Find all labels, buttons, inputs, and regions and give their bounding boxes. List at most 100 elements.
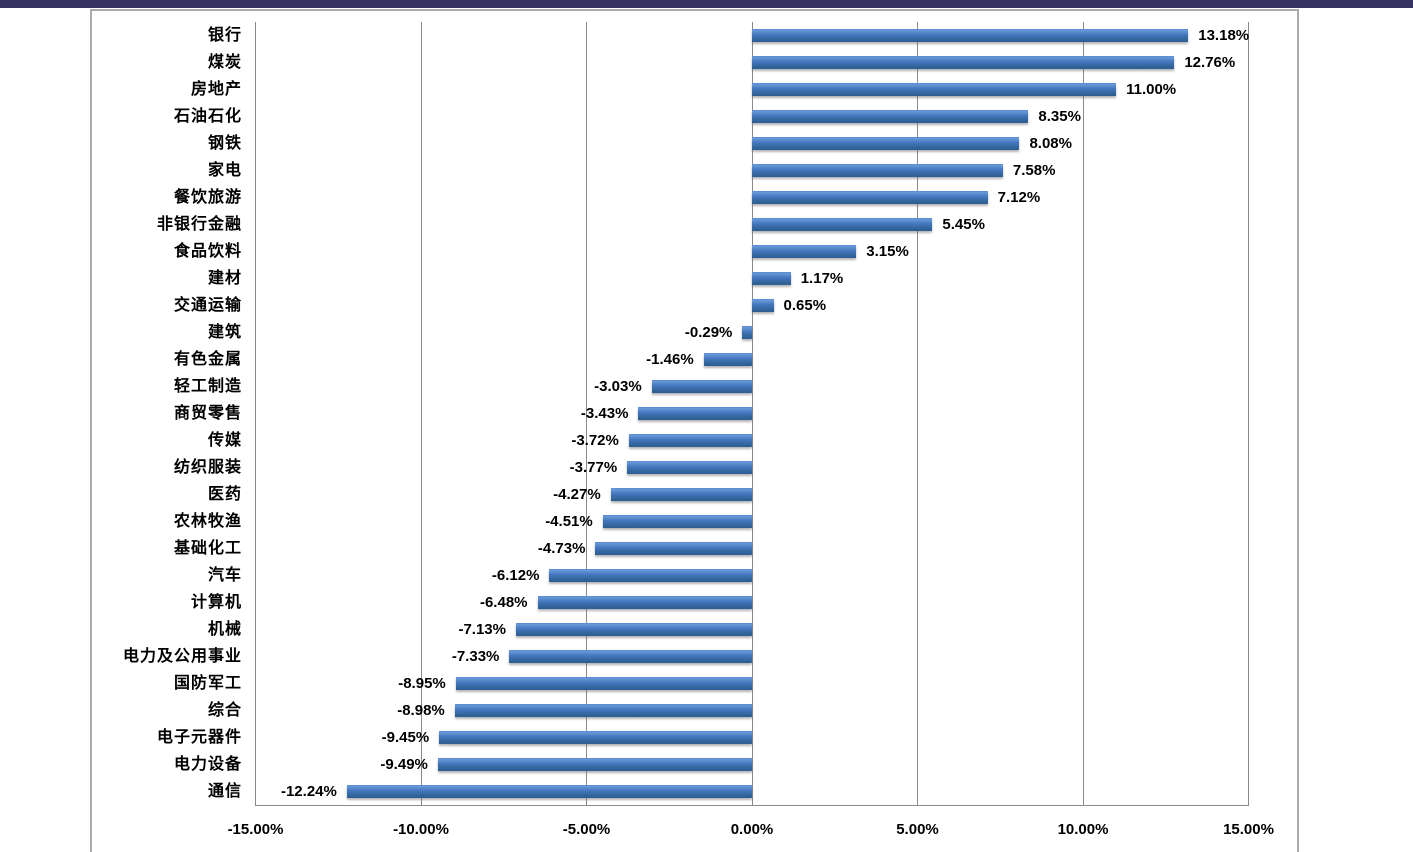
category-label: 建筑: [207, 324, 242, 341]
bar: [752, 191, 988, 204]
bar: [515, 623, 752, 636]
data-label: 8.08%: [1029, 135, 1072, 152]
x-axis-tick-label: -10.00%: [393, 821, 449, 838]
window-top-accent-bar: [0, 0, 1413, 8]
bar: [439, 731, 752, 744]
gridline: [751, 22, 753, 806]
bar: [752, 164, 1003, 177]
bar: [752, 29, 1189, 42]
bar: [638, 407, 752, 420]
category-label: 餐饮旅游: [173, 189, 242, 206]
data-label: -9.49%: [380, 756, 428, 773]
data-label: -3.72%: [571, 432, 619, 449]
bar: [752, 218, 933, 231]
bar: [454, 704, 752, 717]
gridline: [420, 22, 422, 806]
bar: [346, 785, 752, 798]
data-label: -8.98%: [397, 702, 445, 719]
gridline: [1082, 22, 1084, 806]
bar: [752, 137, 1020, 150]
category-label: 计算机: [190, 594, 242, 611]
data-label: -4.73%: [537, 540, 586, 557]
data-label: -7.13%: [458, 621, 506, 638]
data-label: 3.15%: [866, 243, 909, 260]
data-label: 13.18%: [1198, 27, 1250, 44]
bar: [627, 461, 752, 474]
category-label: 农林牧渔: [173, 513, 242, 530]
category-label: 建材: [207, 270, 242, 287]
category-label: 电力设备: [173, 756, 242, 773]
x-axis-tick-label: -5.00%: [562, 821, 611, 838]
gridline: [586, 22, 587, 806]
category-label: 银行: [207, 27, 242, 44]
category-label: 通信: [207, 783, 242, 800]
category-label: 汽车: [207, 567, 242, 584]
category-label: 电子元器件: [156, 729, 242, 746]
bar: [610, 488, 752, 501]
data-label: 8.35%: [1038, 108, 1081, 125]
bar: [455, 677, 752, 690]
x-axis-tick-label: 15.00%: [1223, 821, 1274, 838]
bar: [549, 569, 752, 582]
category-label: 医药: [207, 486, 242, 503]
bar: [595, 542, 752, 555]
category-label: 传媒: [207, 432, 242, 449]
data-label: -4.51%: [545, 513, 593, 530]
data-label: 0.65%: [783, 297, 827, 314]
data-label: 5.45%: [942, 216, 985, 233]
category-label: 钢铁: [207, 135, 242, 152]
data-label: -0.29%: [684, 324, 733, 341]
x-axis-tick-label: -15.00%: [227, 821, 284, 838]
category-label: 煤炭: [207, 54, 242, 71]
bar: [651, 380, 752, 393]
category-label: 家电: [207, 162, 242, 179]
x-axis-tick-label: 5.00%: [896, 821, 939, 838]
category-label: 非银行金融: [156, 216, 242, 233]
data-label: -3.03%: [594, 378, 642, 395]
data-label: 12.76%: [1184, 54, 1236, 71]
bar: [752, 56, 1175, 69]
category-label: 电力及公用事业: [122, 648, 242, 665]
data-label: -6.12%: [491, 567, 540, 584]
gridline: [255, 22, 256, 806]
data-label: -8.95%: [398, 675, 446, 692]
x-axis-tick-label: 10.00%: [1057, 821, 1109, 838]
bar: [602, 515, 752, 528]
data-label: -3.77%: [569, 459, 618, 476]
bar: [509, 650, 752, 663]
data-label: 1.17%: [800, 270, 844, 287]
bar: [742, 326, 752, 339]
gridline: [1248, 22, 1249, 806]
data-label: -6.48%: [479, 594, 528, 611]
category-label: 交通运输: [173, 297, 242, 314]
data-label: 11.00%: [1126, 81, 1177, 98]
bar: [752, 245, 857, 258]
category-label: 石油石化: [173, 108, 242, 125]
bar: [752, 272, 791, 285]
bar: [752, 83, 1117, 96]
data-label: -4.27%: [553, 486, 601, 503]
category-label: 商贸零售: [173, 405, 242, 422]
gridline: [917, 22, 918, 806]
bar: [437, 758, 752, 771]
category-label: 基础化工: [173, 540, 242, 557]
category-label: 纺织服装: [173, 459, 242, 476]
data-label: -12.24%: [280, 783, 337, 800]
category-label: 食品饮料: [173, 243, 242, 260]
data-label: -3.43%: [580, 405, 629, 422]
bar: [537, 596, 752, 609]
data-label: -1.46%: [646, 351, 694, 368]
category-label: 国防军工: [173, 675, 242, 692]
data-label: 7.58%: [1012, 162, 1056, 179]
data-label: -9.45%: [381, 729, 430, 746]
bar: [703, 353, 752, 366]
category-label: 机械: [207, 621, 242, 638]
category-label: 轻工制造: [173, 378, 242, 395]
data-label: 7.12%: [997, 189, 1041, 206]
x-axis-line: [255, 805, 1249, 806]
category-label: 房地产: [190, 81, 242, 98]
category-label: 有色金属: [173, 351, 242, 368]
bar: [628, 434, 752, 447]
